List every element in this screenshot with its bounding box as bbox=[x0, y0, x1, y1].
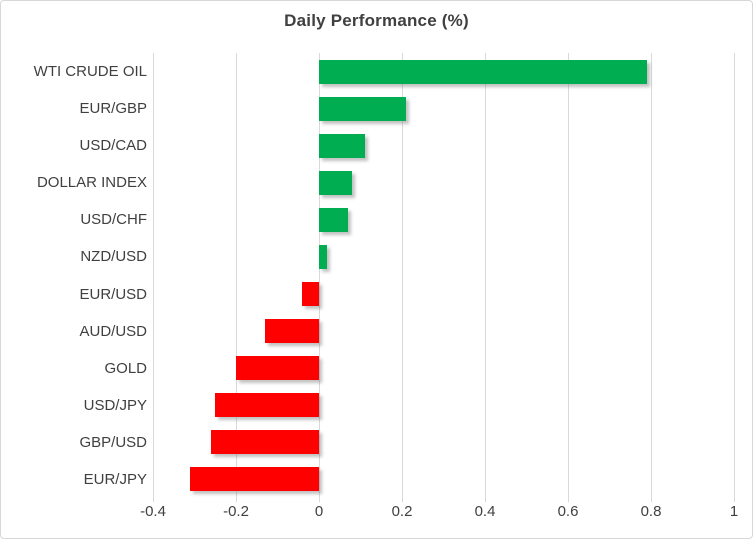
x-tick-label: 1 bbox=[729, 503, 739, 520]
bar-usd-cad bbox=[319, 133, 365, 158]
chart-title: Daily Performance (%) bbox=[284, 11, 469, 30]
x-tick-label: -0.4 bbox=[140, 503, 166, 520]
x-tick-label: 0 bbox=[314, 503, 324, 520]
bar-row bbox=[153, 275, 734, 312]
category-label: EUR/JPY bbox=[83, 470, 147, 488]
bar-row bbox=[153, 164, 734, 201]
bar-row bbox=[153, 424, 734, 461]
gridline bbox=[153, 53, 154, 502]
x-axis: -0.4 -0.2 0 0.2 0.4 0.6 0.8 1 bbox=[140, 502, 738, 522]
bar-row bbox=[153, 201, 734, 238]
plot-area bbox=[153, 53, 735, 502]
category-label: NZD/USD bbox=[80, 248, 147, 266]
bar-nzd-usd bbox=[319, 244, 328, 269]
category-label: DOLLAR INDEX bbox=[36, 174, 147, 192]
category-label: GBP/USD bbox=[79, 433, 147, 451]
gridline bbox=[485, 53, 486, 502]
bar-row bbox=[153, 313, 734, 350]
bar-row bbox=[153, 90, 734, 127]
bar-row bbox=[153, 127, 734, 164]
gridline bbox=[402, 53, 403, 502]
gridline bbox=[734, 53, 735, 502]
bar-gbp-usd bbox=[211, 430, 319, 455]
bar-dollar-index bbox=[319, 170, 353, 195]
bar-row bbox=[153, 350, 734, 387]
gridline bbox=[236, 53, 237, 502]
bar-row bbox=[153, 53, 734, 90]
bar-row bbox=[153, 238, 734, 275]
bar-row bbox=[153, 387, 734, 424]
bar-eur-usd bbox=[302, 282, 319, 306]
category-label: GOLD bbox=[104, 359, 147, 377]
bar-usd-chf bbox=[319, 207, 349, 232]
category-label: USD/CAD bbox=[79, 137, 147, 155]
x-tick-label: 0.2 bbox=[391, 503, 413, 520]
category-label: USD/CHF bbox=[80, 211, 147, 229]
x-tick-label: 0.4 bbox=[474, 503, 496, 520]
category-axis-labels: WTI CRUDE OIL EUR/GBP USD/CAD DOLLAR INDEX U… bbox=[1, 53, 147, 498]
bar-aud-usd bbox=[265, 319, 319, 344]
category-label: AUD/USD bbox=[79, 322, 147, 340]
bar-eur-gbp bbox=[319, 96, 407, 121]
gridline bbox=[651, 53, 652, 502]
gridline bbox=[319, 53, 320, 502]
gridline bbox=[568, 53, 569, 502]
x-tick-label: -0.2 bbox=[223, 503, 249, 520]
bar-gold bbox=[236, 356, 319, 381]
category-label: WTI CRUDE OIL bbox=[33, 63, 147, 81]
bar-row bbox=[153, 461, 734, 498]
category-label: USD/JPY bbox=[83, 396, 147, 414]
category-label: EUR/GBP bbox=[79, 100, 147, 118]
bar-usd-jpy bbox=[215, 393, 319, 418]
x-tick-label: 0.6 bbox=[557, 503, 579, 520]
bars-layer bbox=[153, 53, 734, 498]
x-tick-label: 0.8 bbox=[640, 503, 662, 520]
category-label: EUR/USD bbox=[79, 285, 147, 303]
bar-eur-jpy bbox=[190, 467, 319, 492]
bar-wti-crude-oil bbox=[319, 59, 647, 84]
